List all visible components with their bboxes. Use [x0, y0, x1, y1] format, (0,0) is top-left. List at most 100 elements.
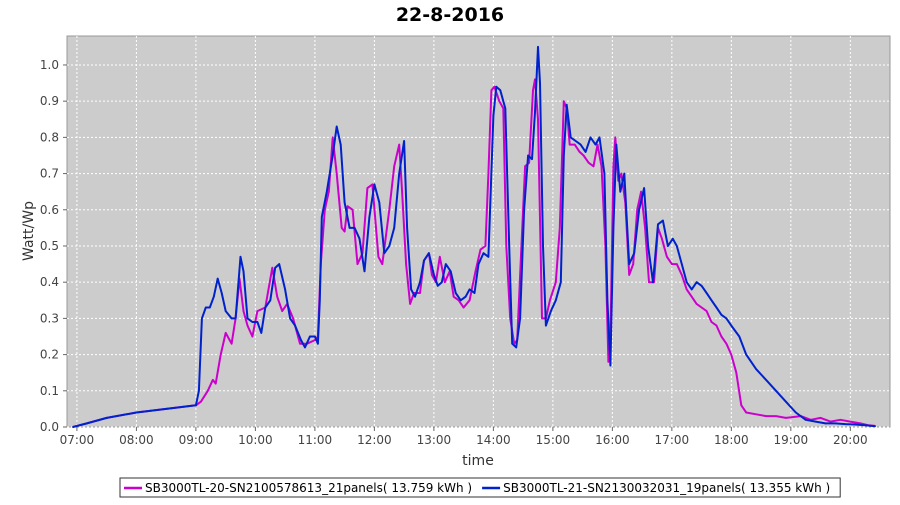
series-1-point	[745, 411, 747, 414]
series-1-point	[219, 353, 222, 356]
series-2-point	[647, 245, 649, 247]
series-2-point	[205, 306, 207, 309]
series-1-point	[351, 209, 354, 211]
series-2-point	[633, 252, 635, 254]
series-2-point	[589, 136, 592, 139]
series-2-point	[574, 140, 577, 142]
series-1-point	[725, 342, 728, 345]
series-1-point	[765, 415, 767, 417]
series-2-point	[550, 310, 552, 312]
series-2-point	[419, 281, 421, 284]
axes: 07:00 08:00 09:00 10:00 11:00 12:00 13:00 14:00…	[40, 58, 868, 447]
series-1-point	[541, 317, 543, 320]
series-2-point	[437, 285, 439, 287]
series-1-point	[452, 295, 455, 298]
series-2-point	[606, 299, 609, 302]
series-1-point	[502, 107, 505, 110]
series-2-point	[414, 295, 416, 298]
series-2-point	[534, 111, 536, 113]
series-1-point	[532, 89, 534, 92]
series-2-point	[720, 314, 723, 316]
series-2-point	[314, 335, 316, 338]
series-2-point	[537, 46, 539, 48]
series-2-point	[487, 255, 490, 258]
series-2-point	[844, 423, 847, 425]
series-2-point	[603, 172, 606, 175]
series-2-point	[615, 143, 618, 146]
series-1-point	[648, 281, 650, 284]
legend: SB3000TL-20-SN2100578613_21panels( 13.75…	[119, 477, 841, 498]
series-2-point	[388, 245, 391, 247]
series-1-point	[398, 143, 401, 146]
series-layer	[72, 45, 876, 428]
series-2-point	[216, 277, 219, 280]
series-2-point	[264, 306, 267, 309]
series-1-point	[457, 299, 460, 302]
series-1-point	[666, 255, 668, 258]
series-1-point	[681, 274, 683, 276]
series-2-point	[854, 423, 857, 426]
series-2-point	[594, 143, 597, 146]
series-2-point	[459, 299, 462, 302]
series-1-point	[366, 187, 369, 189]
series-1-point	[735, 371, 738, 374]
series-2-point	[638, 209, 640, 211]
x-tick-label: 17:00	[655, 433, 690, 447]
series-1-point	[685, 288, 688, 291]
series-1-point	[612, 165, 615, 168]
series-2-point	[428, 252, 430, 254]
series-2-point	[515, 346, 517, 349]
series-2-point	[378, 201, 381, 204]
y-tick-label: 0.5	[40, 239, 59, 253]
series-2-point	[278, 263, 281, 265]
series-2-point	[824, 422, 827, 425]
series-1-point	[335, 172, 338, 175]
series-2-point	[423, 259, 425, 262]
series-1-point	[614, 136, 617, 139]
series-2-point	[523, 209, 525, 211]
series-2-point	[213, 295, 215, 298]
series-1-point	[640, 190, 642, 193]
x-tick-label: 16:00	[595, 433, 630, 447]
series-2-point	[775, 390, 777, 392]
series-2-point	[652, 281, 654, 284]
series-2-point	[300, 339, 302, 341]
series-1-point	[444, 281, 446, 284]
series-2-point	[454, 292, 457, 294]
x-tick-label: 12:00	[357, 433, 392, 447]
y-tick-label: 0.0	[40, 420, 59, 434]
series-2-point	[730, 324, 733, 327]
series-1-point	[710, 321, 713, 323]
series-2-point	[304, 346, 306, 349]
series-1-point	[859, 422, 862, 425]
series-1-point	[292, 317, 294, 320]
y-tick-label: 0.9	[40, 94, 59, 108]
x-tick-label: 10:00	[238, 433, 273, 447]
y-tick-label: 0.6	[40, 203, 59, 217]
y-tick-label: 0.2	[40, 348, 59, 362]
legend-box	[119, 477, 841, 498]
series-2-point	[403, 140, 405, 142]
y-axis-title: Watt/Wp	[21, 201, 37, 261]
series-1-point	[377, 255, 380, 258]
series-1-point	[582, 154, 585, 157]
series-2-point	[242, 270, 245, 273]
series-1-point	[632, 263, 634, 265]
series-2-point	[284, 288, 286, 291]
series-2-point	[864, 424, 866, 427]
series-1-point	[785, 417, 787, 419]
series-2-point	[662, 219, 664, 222]
x-tick-label: 11:00	[298, 433, 333, 447]
series-2-point	[681, 263, 683, 265]
series-1-point	[578, 151, 581, 153]
series-2-point	[804, 419, 807, 421]
series-1-point	[596, 143, 599, 146]
series-1-point	[207, 390, 209, 392]
series-2-point	[339, 143, 342, 146]
series-2-point	[234, 317, 237, 320]
series-2-point	[343, 201, 346, 204]
series-1-point	[419, 292, 421, 294]
series-2-point	[246, 317, 249, 320]
series-2-point	[473, 292, 476, 294]
series-1-point	[690, 295, 693, 298]
